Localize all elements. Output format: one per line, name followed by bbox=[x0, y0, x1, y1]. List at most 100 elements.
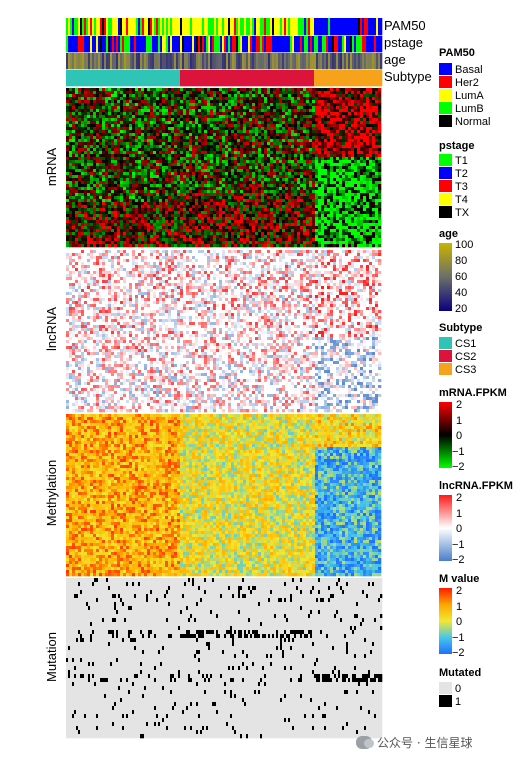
heatmap-cell bbox=[366, 142, 370, 146]
heatmap-cell bbox=[330, 205, 334, 209]
heatmap-cell bbox=[318, 18, 321, 36]
heatmap-cell bbox=[189, 169, 193, 173]
heatmap-cell bbox=[192, 142, 196, 146]
heatmap-cell bbox=[238, 70, 241, 87]
heatmap-cell bbox=[171, 178, 175, 182]
heatmap-cell bbox=[114, 70, 117, 87]
heatmap-cell bbox=[213, 205, 217, 209]
heatmap-cell bbox=[99, 196, 103, 200]
heatmap-cell bbox=[174, 184, 178, 188]
heatmap-cell bbox=[93, 124, 97, 128]
heatmap-cell bbox=[69, 160, 73, 164]
heatmap-cell bbox=[207, 124, 211, 128]
heatmap-cell bbox=[126, 112, 130, 116]
heatmap-cell bbox=[231, 169, 235, 173]
heatmap-cell bbox=[336, 202, 340, 206]
heatmap-cell bbox=[134, 36, 137, 53]
heatmap-cell bbox=[90, 133, 94, 137]
heatmap-cell bbox=[339, 103, 343, 107]
heatmap-cell bbox=[186, 94, 190, 98]
heatmap-cell bbox=[342, 190, 346, 194]
heatmap-cell bbox=[219, 136, 223, 140]
heatmap-cell bbox=[321, 187, 325, 191]
heatmap-cell bbox=[228, 211, 232, 215]
heatmap-cell bbox=[333, 172, 337, 176]
heatmap-cell bbox=[114, 160, 118, 164]
heatmap-cell bbox=[345, 190, 349, 194]
heatmap-cell bbox=[216, 53, 219, 70]
heatmap-cell bbox=[132, 91, 136, 95]
heatmap-cell bbox=[330, 133, 334, 137]
heatmap-cell bbox=[231, 142, 235, 146]
heatmap-cell bbox=[102, 202, 106, 206]
heatmap-cell bbox=[291, 205, 295, 209]
heatmap-cell bbox=[177, 175, 181, 179]
heatmap-cell bbox=[298, 18, 301, 36]
heatmap-cell bbox=[120, 145, 124, 149]
heatmap-cell bbox=[92, 36, 95, 53]
heatmap-cell bbox=[168, 91, 172, 95]
heatmap-cell bbox=[106, 18, 109, 36]
heatmap-cell bbox=[80, 53, 83, 70]
heatmap-cell bbox=[372, 172, 376, 176]
heatmap-cell bbox=[348, 163, 352, 167]
heatmap-cell bbox=[279, 115, 283, 119]
heatmap-cell bbox=[135, 127, 139, 131]
heatmap-cell bbox=[294, 91, 298, 95]
heatmap-cell bbox=[258, 166, 262, 170]
heatmap-cell bbox=[81, 109, 85, 113]
heatmap-cell bbox=[144, 193, 148, 197]
heatmap-cell bbox=[243, 130, 247, 134]
heatmap-cell bbox=[348, 115, 352, 119]
heatmap-cell bbox=[177, 130, 181, 134]
heatmap-cell bbox=[144, 142, 148, 146]
heatmap-cell bbox=[342, 175, 346, 179]
heatmap-cell bbox=[102, 166, 106, 170]
heatmap-cell bbox=[108, 199, 112, 203]
heatmap-cell bbox=[216, 70, 219, 87]
heatmap-cell bbox=[189, 172, 193, 176]
heatmap-cell bbox=[165, 100, 169, 104]
heatmap-cell bbox=[362, 18, 365, 36]
heatmap-cell bbox=[375, 175, 379, 179]
heatmap-cell bbox=[348, 151, 352, 155]
heatmap-cell bbox=[372, 103, 376, 107]
heatmap-cell bbox=[300, 88, 304, 92]
heatmap-cell bbox=[168, 157, 172, 161]
heatmap-cell bbox=[291, 106, 295, 110]
heatmap-cell bbox=[69, 205, 73, 209]
heatmap-cell bbox=[324, 130, 328, 134]
heatmap-cell bbox=[105, 199, 109, 203]
heatmap-cell bbox=[144, 94, 148, 98]
heatmap-cell bbox=[306, 127, 310, 131]
heatmap-cell bbox=[69, 163, 73, 167]
heatmap-cell bbox=[192, 36, 195, 53]
heatmap-cell bbox=[114, 175, 118, 179]
heatmap-cell bbox=[267, 121, 271, 125]
heatmap-cell bbox=[249, 112, 253, 116]
heatmap-cell bbox=[216, 18, 219, 36]
heatmap-cell bbox=[177, 133, 181, 137]
heatmap-cell bbox=[279, 145, 283, 149]
heatmap-cell bbox=[204, 109, 208, 113]
heatmap-cell bbox=[189, 115, 193, 119]
heatmap-cell bbox=[238, 18, 241, 36]
heatmap-cell bbox=[288, 136, 292, 140]
heatmap-cell bbox=[261, 103, 265, 107]
heatmap-cell bbox=[117, 118, 121, 122]
heatmap-cell bbox=[231, 88, 235, 92]
heatmap-cell bbox=[68, 18, 71, 36]
heatmap-cell bbox=[183, 109, 187, 113]
heatmap-cell bbox=[120, 187, 124, 191]
heatmap-cell bbox=[183, 163, 187, 167]
heatmap-cell bbox=[354, 154, 358, 158]
heatmap-cell bbox=[348, 70, 351, 87]
heatmap-cell bbox=[204, 145, 208, 149]
heatmap-cell bbox=[273, 154, 277, 158]
heatmap-cell bbox=[288, 70, 291, 87]
heatmap-cell bbox=[252, 190, 256, 194]
heatmap-cell bbox=[174, 97, 178, 101]
heatmap-cell bbox=[132, 36, 135, 53]
heatmap-cell bbox=[276, 139, 280, 143]
heatmap-cell bbox=[122, 36, 125, 53]
